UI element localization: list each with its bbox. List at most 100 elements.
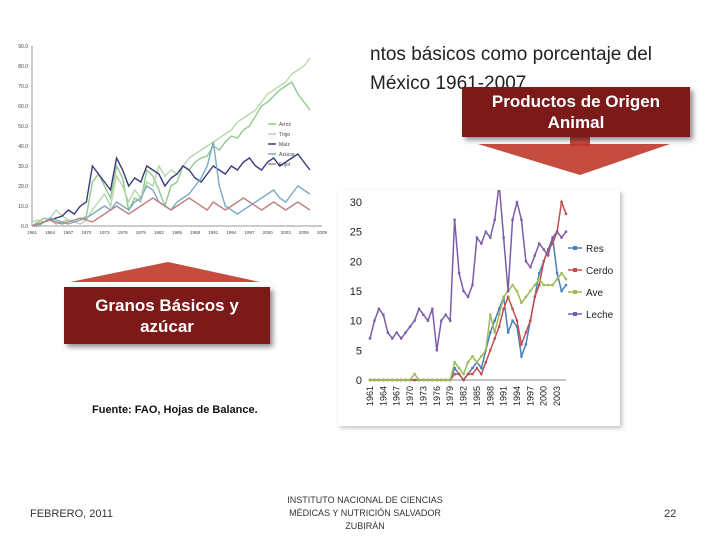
footer-inst-line2: MÉDICAS Y NUTRICIÓN SALVADOR [289,508,441,518]
data-point [422,378,425,382]
legend-label: Cerdo [586,266,614,277]
x-tick-label: 2003 [281,230,292,235]
data-point [489,313,492,316]
data-point [475,236,479,239]
legend-label: Res [586,244,604,255]
x-tick-label: 1976 [432,386,442,406]
x-tick-label: 1991 [208,230,219,235]
data-point [511,307,514,310]
slide-title-line1: ntos básicos como porcentaje del [370,44,652,65]
data-point [377,378,381,382]
data-point [515,289,519,293]
x-tick-label: 1976 [118,230,129,235]
data-point [484,349,488,352]
data-point [533,254,537,257]
data-point [480,366,483,370]
data-point [431,378,434,382]
x-tick-label: 1982 [154,230,165,235]
data-point [413,378,416,382]
data-point [373,378,376,382]
data-point [542,283,545,287]
data-point [546,254,550,257]
y-tick-label: 0 [356,375,362,387]
data-point [560,272,563,275]
data-point [551,242,554,245]
legend-marker [573,312,577,316]
data-point [524,343,528,346]
data-point [457,372,461,376]
x-tick-label: 1961 [27,230,38,235]
legend-label: Leche [586,310,614,321]
series-line [370,237,567,382]
data-point [560,236,563,239]
data-point [466,361,470,364]
data-point [408,325,412,328]
data-point [373,319,376,322]
data-point [520,343,523,346]
x-tick-label: 1967 [392,386,402,406]
data-point [391,378,394,382]
data-point [502,307,505,310]
y-tick-label: 10 [350,316,362,328]
x-tick-label: 1973 [418,386,428,406]
data-point [493,331,496,334]
data-point [471,283,474,287]
x-tick-label: 2000 [539,386,549,406]
data-point [475,361,479,364]
animal-label-line1: Productos de Origen [491,92,661,111]
legend-label: Maíz [279,142,290,148]
data-point [422,313,425,316]
data-point [542,260,545,263]
data-point [551,283,554,287]
series-line [370,199,567,382]
data-point [520,355,523,358]
data-point [466,372,470,376]
page-number: 22 [664,508,677,520]
data-point [382,378,385,382]
data-point [448,319,452,322]
data-point [493,337,496,340]
data-point [417,378,421,382]
data-point [493,319,496,322]
y-tick-label: 10.0 [18,204,28,210]
data-point [444,313,447,316]
x-tick-label: 1988 [485,386,495,406]
data-point [377,307,381,310]
data-point [493,218,496,221]
x-tick-label: 1970 [81,230,92,235]
data-point [506,289,510,293]
animal-arrow-stem [570,137,590,146]
legend-label: Arroz [279,122,291,128]
y-tick-label: 90.0 [18,44,28,50]
x-tick-label: 2000 [263,230,274,235]
data-point [524,295,528,299]
y-tick-label: 15 [350,286,362,298]
y-tick-label: 5 [356,345,362,357]
footer-inst-line1: INSTITUTO NACIONAL DE CIENCIAS [287,495,443,505]
y-tick-label: 40.0 [18,144,28,150]
data-point [466,295,470,299]
source-note: Fuente: FAO, Hojas de Balance. [92,404,258,416]
y-tick-label: 50.0 [18,124,28,130]
y-tick-label: 30.0 [18,164,28,170]
grains-chart: 0.0 10.0 20.0 30.0 40.0 50.0 60.0 70.0 80.0 90.0 1… [0,38,338,248]
data-point [484,361,488,364]
data-point [413,372,416,376]
data-point [462,372,465,376]
grains-chart-svg: 0.0 10.0 20.0 30.0 40.0 50.0 60.0 70.0 80.0 90.0 1… [18,44,328,235]
data-point [555,230,559,233]
data-point [480,242,483,245]
data-point [457,272,461,275]
data-point [435,378,439,382]
x-tick-label: 2009 [317,230,328,235]
data-point [538,272,541,275]
data-point [413,319,416,322]
animal-arrow [478,144,670,175]
x-tick-label: 1994 [512,386,522,406]
x-tick-label: 1985 [172,230,183,235]
x-tick-label: 1970 [405,386,415,406]
data-point [404,331,407,334]
data-point [538,277,541,281]
data-point [471,372,474,376]
legend-label: Ave [586,288,603,299]
